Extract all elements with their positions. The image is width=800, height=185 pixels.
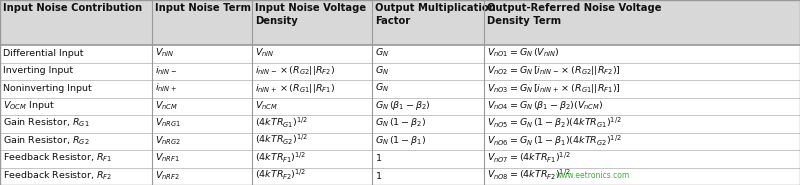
Bar (0, 45, 800, 63)
Text: $(4kTR_{G2})^{1/2}$: $(4kTR_{G2})^{1/2}$ (255, 133, 308, 147)
Text: $i_{nIN+}$: $i_{nIN+}$ (155, 82, 177, 94)
Text: Feedback Resistor, $R_{F2}$: Feedback Resistor, $R_{F2}$ (3, 169, 113, 182)
Bar (0, 98, 800, 115)
Text: $1$: $1$ (375, 152, 382, 163)
Text: $V_{nO8} = (4kTR_{F2})^{1/2}$: $V_{nO8} = (4kTR_{F2})^{1/2}$ (487, 168, 570, 182)
Text: Gain Resistor, $R_{G2}$: Gain Resistor, $R_{G2}$ (3, 134, 90, 147)
Text: $V_{OCM}$ Input: $V_{OCM}$ Input (3, 99, 55, 112)
Text: Input Noise Term: Input Noise Term (155, 3, 251, 13)
Text: $(4kTR_{F2})^{1/2}$: $(4kTR_{F2})^{1/2}$ (255, 168, 306, 182)
Text: $i_{nIN-}$: $i_{nIN-}$ (155, 64, 177, 77)
Text: $i_{nIN-}\times(R_{G2}||R_{F2})$: $i_{nIN-}\times(R_{G2}||R_{F2})$ (255, 64, 335, 77)
Text: Inverting Input: Inverting Input (3, 66, 74, 75)
Bar (0, 0, 800, 45)
Text: $V_{nO6} = G_N\,(1-\beta_1)(4kTR_{G2})^{1/2}$: $V_{nO6} = G_N\,(1-\beta_1)(4kTR_{G2})^{… (487, 133, 622, 148)
Text: $V_{nCM}$: $V_{nCM}$ (155, 99, 178, 112)
Text: $V_{nO4} = G_N\,(\beta_1-\beta_2)(V_{nCM})$: $V_{nO4} = G_N\,(\beta_1-\beta_2)(V_{nCM… (487, 99, 603, 112)
Text: $(4kTR_{F1})^{1/2}$: $(4kTR_{F1})^{1/2}$ (255, 151, 306, 165)
Bar (0, 63, 800, 80)
Text: $V_{nRG2}$: $V_{nRG2}$ (155, 134, 182, 147)
Bar (0, 133, 800, 150)
Text: $G_N\,(1-\beta_2)$: $G_N\,(1-\beta_2)$ (375, 117, 426, 130)
Text: Output-Referred Noise Voltage
Density Term: Output-Referred Noise Voltage Density Te… (487, 3, 662, 26)
Text: Output Multiplication
Factor: Output Multiplication Factor (375, 3, 496, 26)
Text: $V_{nO3} = G_N\,[i_{nIN+}\times(R_{G1}||R_{F1})]$: $V_{nO3} = G_N\,[i_{nIN+}\times(R_{G1}||… (487, 82, 621, 95)
Text: Feedback Resistor, $R_{F1}$: Feedback Resistor, $R_{F1}$ (3, 152, 113, 164)
Text: $V_{nRG1}$: $V_{nRG1}$ (155, 117, 182, 129)
Text: $G_N$: $G_N$ (375, 82, 390, 94)
Text: $V_{nRF2}$: $V_{nRF2}$ (155, 169, 180, 182)
Text: $(4kTR_{G1})^{1/2}$: $(4kTR_{G1})^{1/2}$ (255, 116, 308, 130)
Text: $V_{nRF1}$: $V_{nRF1}$ (155, 152, 180, 164)
Bar (0, 115, 800, 133)
Text: $G_N\,(1-\beta_1)$: $G_N\,(1-\beta_1)$ (375, 134, 426, 147)
Text: www.eetronics.com: www.eetronics.com (556, 171, 630, 180)
Bar (0, 150, 800, 168)
Text: $V_{nO7} = (4kTR_{F1})^{1/2}$: $V_{nO7} = (4kTR_{F1})^{1/2}$ (487, 151, 570, 165)
Text: $V_{nO5} = G_N\,(1-\beta_2)(4kTR_{G1})^{1/2}$: $V_{nO5} = G_N\,(1-\beta_2)(4kTR_{G1})^{… (487, 116, 622, 130)
Text: Gain Resistor, $R_{G1}$: Gain Resistor, $R_{G1}$ (3, 117, 90, 129)
Text: Differential Input: Differential Input (3, 49, 84, 58)
Text: $G_N$: $G_N$ (375, 47, 390, 59)
Bar (0, 168, 800, 185)
Text: Input Noise Contribution: Input Noise Contribution (3, 3, 142, 13)
Text: Noninverting Input: Noninverting Input (3, 84, 92, 92)
Text: $V_{nIN}$: $V_{nIN}$ (155, 47, 174, 59)
Text: Input Noise Voltage
Density: Input Noise Voltage Density (255, 3, 366, 26)
Text: $V_{nO1} = G_N\,(V_{nIN})$: $V_{nO1} = G_N\,(V_{nIN})$ (487, 47, 560, 59)
Text: $V_{nCM}$: $V_{nCM}$ (255, 99, 278, 112)
Text: $G_N\,(\beta_1-\beta_2)$: $G_N\,(\beta_1-\beta_2)$ (375, 99, 430, 112)
Text: $i_{nIN+}\times(R_{G1}||R_{F1})$: $i_{nIN+}\times(R_{G1}||R_{F1})$ (255, 82, 335, 95)
Text: $V_{nIN}$: $V_{nIN}$ (255, 47, 274, 59)
Text: $G_N$: $G_N$ (375, 64, 390, 77)
Text: $1$: $1$ (375, 170, 382, 181)
Text: $V_{nO2} = G_N\,[i_{nIN-}\times(R_{G2}||R_{F2})]$: $V_{nO2} = G_N\,[i_{nIN-}\times(R_{G2}||… (487, 64, 621, 77)
Bar (0, 80, 800, 98)
